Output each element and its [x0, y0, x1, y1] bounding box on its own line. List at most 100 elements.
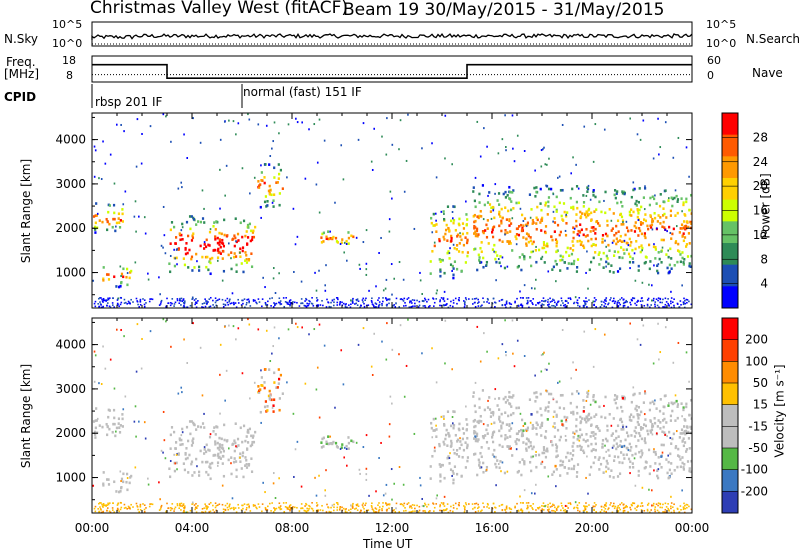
- velocity-cell: [402, 505, 405, 507]
- power-cell: [585, 215, 588, 219]
- power-cell: [257, 298, 260, 300]
- power-cell: [264, 195, 268, 198]
- power-cell: [219, 252, 222, 255]
- power-cell: [592, 300, 595, 303]
- velocity-cell: [221, 446, 224, 450]
- velocity-cell: [424, 510, 426, 512]
- velocity-cell: [452, 504, 455, 507]
- velocity-cell: [617, 510, 620, 513]
- velocity-cell: [275, 386, 278, 389]
- velocity-cell: [268, 368, 271, 371]
- power-cell: [584, 213, 587, 217]
- power-cell: [119, 219, 122, 222]
- velocity-cell: [459, 437, 461, 440]
- power-cell: [452, 267, 455, 270]
- velocity-cell: [658, 511, 660, 513]
- power-cell: [652, 157, 655, 160]
- power-cell: [385, 278, 388, 281]
- power-cell: [561, 218, 564, 221]
- velocity-cell: [251, 440, 254, 444]
- velocity-cell: [604, 416, 607, 420]
- power-cell: [224, 299, 227, 302]
- power-cell: [494, 301, 497, 304]
- velocity-cell: [472, 395, 475, 398]
- power-cell: [544, 300, 546, 303]
- power-cell: [478, 256, 481, 259]
- velocity-cell: [567, 467, 570, 470]
- velocity-cell: [664, 502, 667, 505]
- velocity-cell: [99, 502, 101, 504]
- power-cell: [451, 217, 454, 220]
- power-cell: [597, 222, 600, 225]
- velocity-cell: [119, 508, 122, 511]
- power-cell: [561, 188, 564, 192]
- power-cell: [455, 267, 459, 271]
- velocity-cell: [346, 511, 348, 513]
- velocity-cell: [565, 426, 568, 430]
- velocity-cell: [686, 504, 689, 506]
- velocity-cell: [509, 427, 513, 430]
- power-cell: [325, 264, 327, 267]
- power-cell: [682, 261, 685, 264]
- velocity-cell: [474, 510, 477, 513]
- velocity-cell: [590, 431, 593, 434]
- power-cell: [671, 197, 674, 201]
- power-cell: [632, 297, 635, 300]
- power-cell: [435, 298, 438, 300]
- power-cell: [503, 266, 507, 270]
- power-cell: [341, 238, 344, 241]
- velocity-cell: [553, 504, 555, 507]
- velocity-cell: [607, 448, 610, 452]
- power-cell: [610, 229, 613, 232]
- power-cell: [515, 227, 519, 231]
- velocity-cell: [516, 502, 518, 505]
- power-cell: [308, 302, 310, 305]
- power-cell: [111, 304, 114, 306]
- power-cell: [442, 298, 444, 300]
- power-cell: [452, 243, 455, 246]
- velocity-cell: [440, 415, 443, 418]
- power-cell: [136, 300, 139, 303]
- velocity-cell: [505, 508, 508, 510]
- power-cell: [559, 189, 563, 192]
- power-cell: [473, 199, 476, 203]
- power-cell: [680, 197, 683, 200]
- power-cell: [517, 233, 521, 237]
- velocity-cell: [203, 446, 206, 449]
- velocity-cell: [347, 436, 350, 439]
- velocity-cell: [639, 455, 642, 459]
- velocity-cell: [586, 391, 589, 394]
- velocity-cell: [491, 433, 494, 437]
- velocity-cell: [105, 478, 109, 481]
- velocity-cell: [195, 457, 198, 461]
- velocity-cell: [190, 420, 193, 423]
- power-cell: [241, 235, 244, 239]
- power-cell: [499, 215, 502, 218]
- power-cell: [461, 250, 464, 254]
- velocity-cell: [160, 449, 163, 452]
- power-cell: [561, 255, 565, 259]
- power-cell: [208, 298, 211, 300]
- velocity-cell: [652, 502, 655, 505]
- power-cell: [610, 297, 612, 299]
- velocity-cell: [577, 392, 580, 395]
- velocity-cell: [688, 505, 690, 508]
- velocity-cell: [485, 468, 488, 471]
- velocity-cell: [505, 511, 507, 513]
- velocity-cell: [125, 472, 129, 476]
- power-cell: [595, 219, 599, 223]
- velocity-cell: [458, 428, 461, 432]
- power-cell: [95, 214, 98, 217]
- velocity-cell: [498, 415, 501, 419]
- velocity-cell: [680, 402, 683, 405]
- velocity-cell: [254, 430, 257, 434]
- power-cell: [521, 228, 524, 231]
- velocity-cell: [508, 424, 511, 428]
- velocity-cell: [321, 504, 323, 507]
- power-cell: [688, 300, 690, 303]
- velocity-cell: [459, 440, 462, 443]
- power-cell: [253, 176, 256, 179]
- power-cell: [356, 304, 359, 306]
- power-cell: [611, 300, 614, 303]
- velocity-cell: [683, 429, 687, 433]
